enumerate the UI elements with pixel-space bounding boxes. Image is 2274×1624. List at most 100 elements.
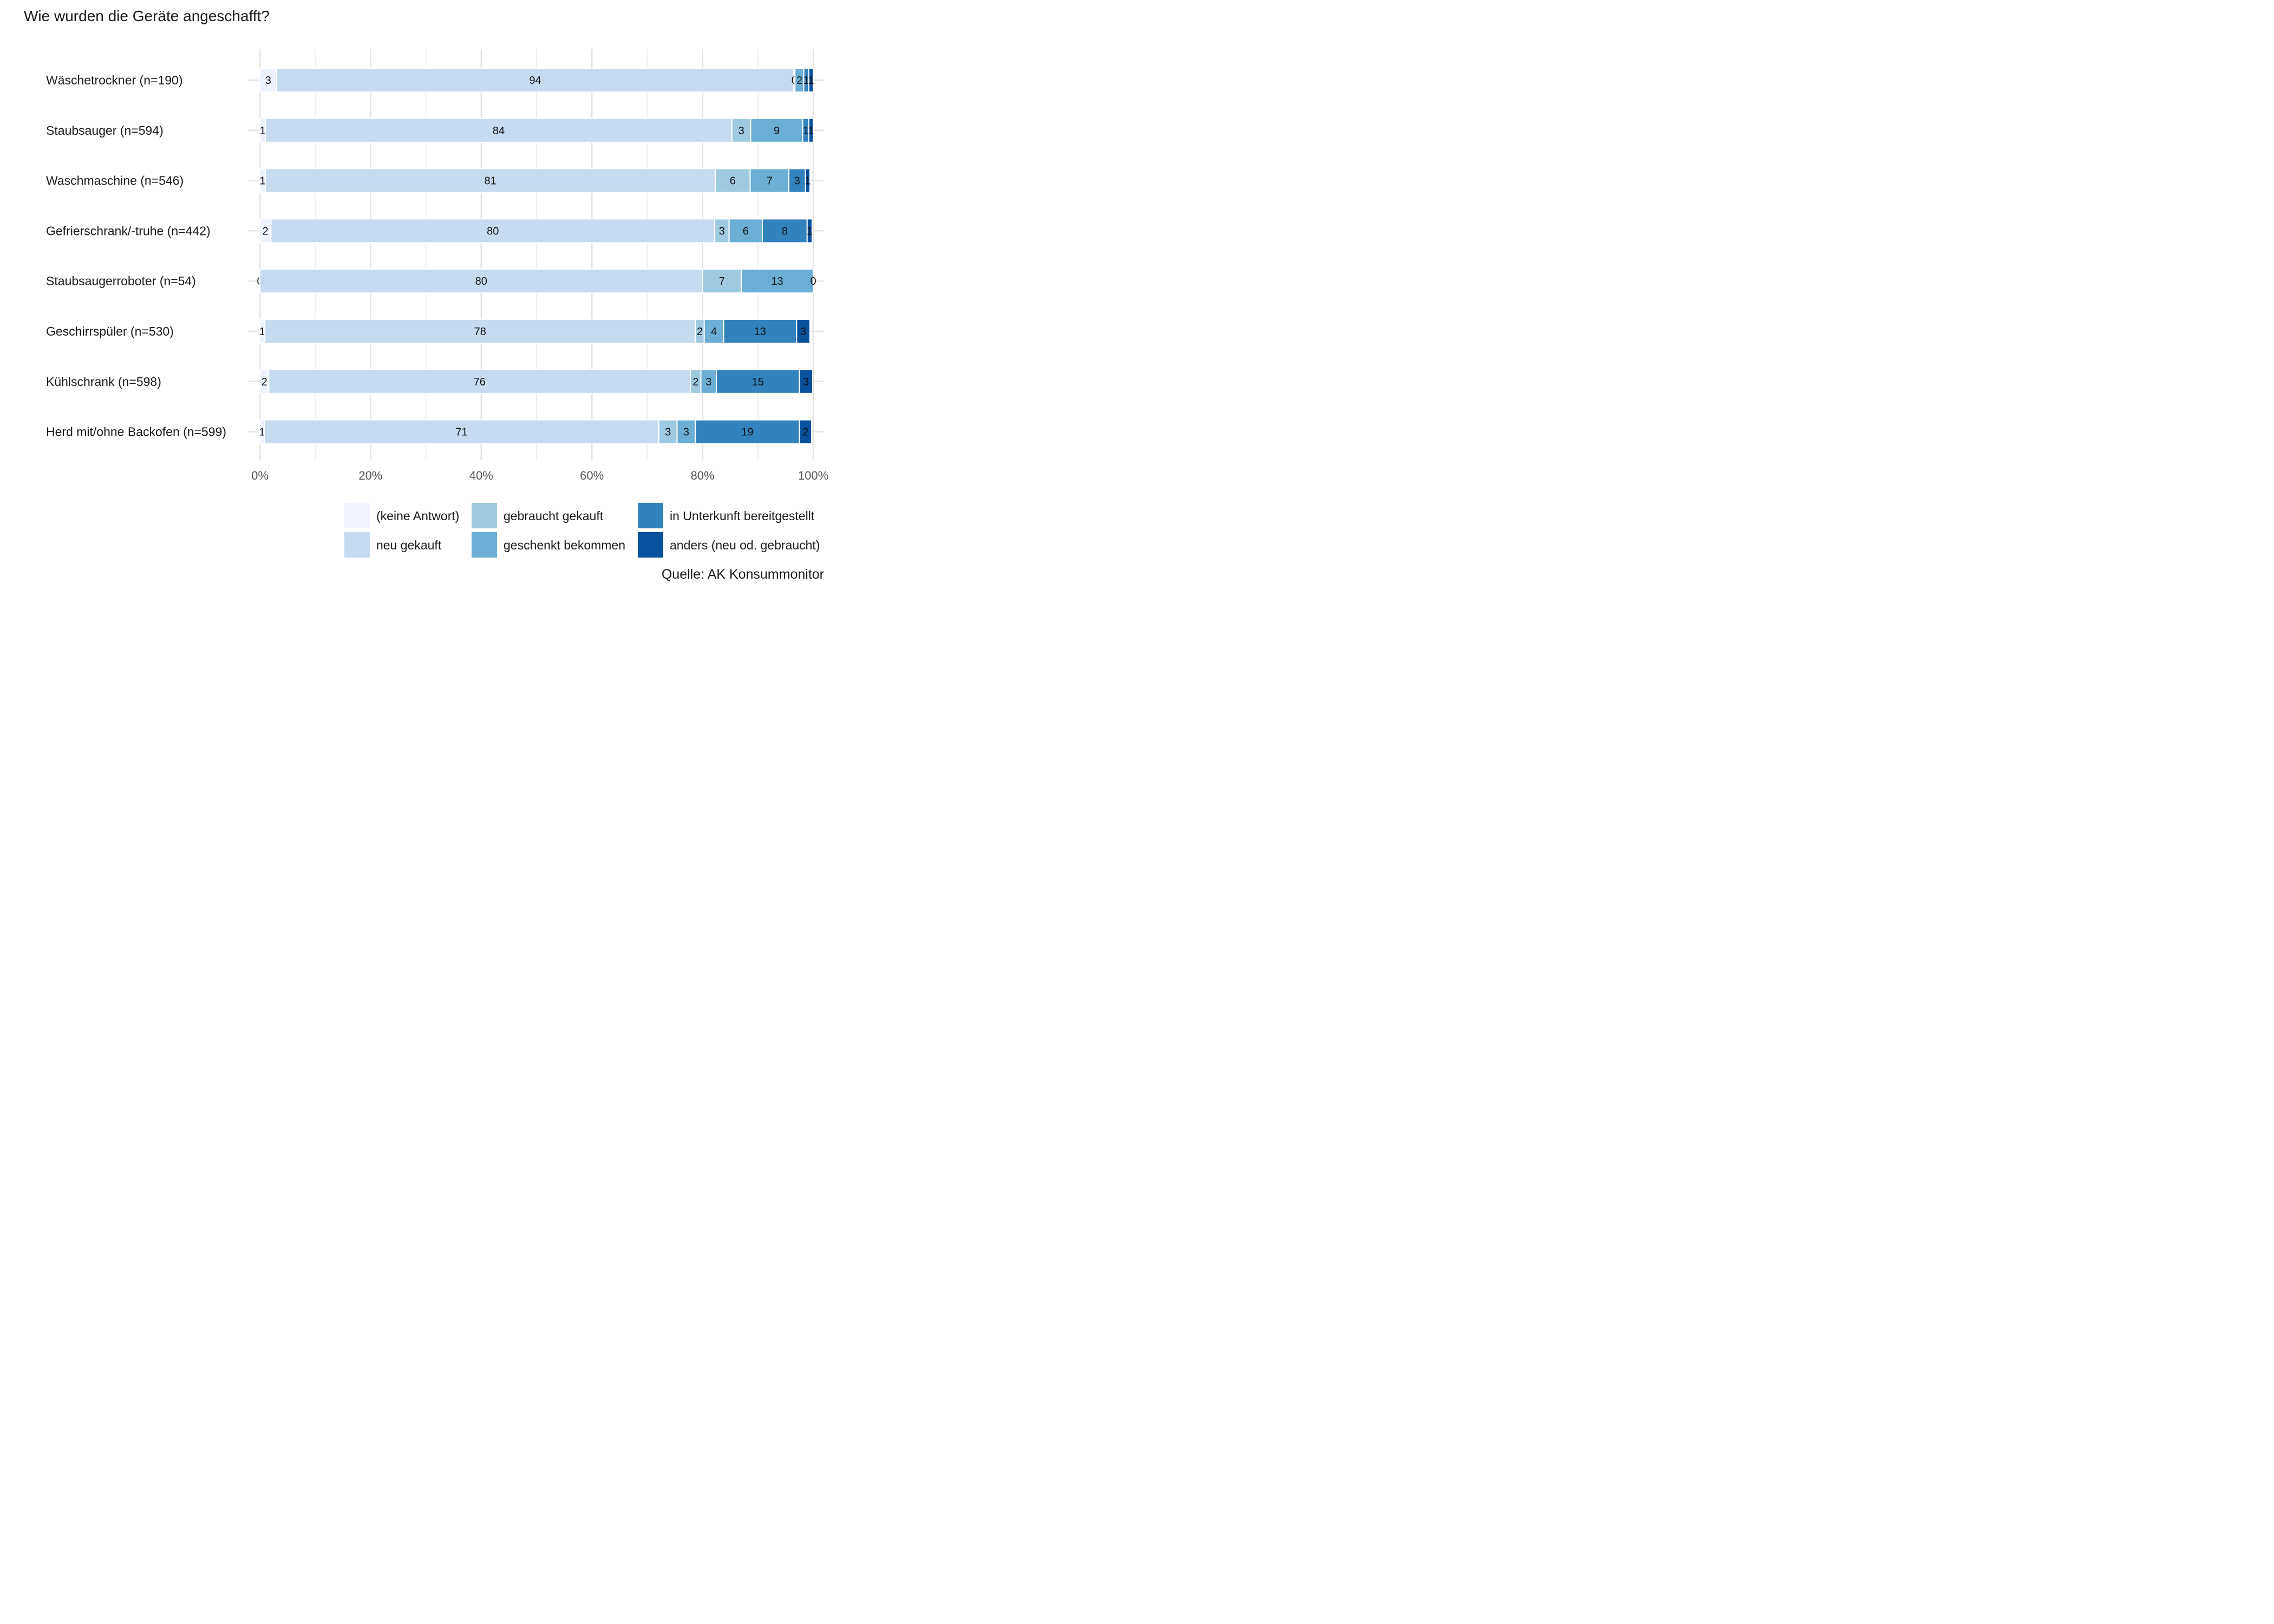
bar-segment xyxy=(714,218,730,244)
data-label: 6 xyxy=(743,225,749,237)
data-label: 3 xyxy=(739,125,744,137)
x-tick-label: 0% xyxy=(251,469,269,482)
data-label: 2 xyxy=(263,225,269,237)
data-label: 3 xyxy=(719,225,725,237)
legend-label: geschenkt bekommen xyxy=(504,538,625,552)
data-label: 2 xyxy=(802,427,808,438)
x-tick-label: 80% xyxy=(691,469,715,482)
data-label: 80 xyxy=(475,276,487,287)
data-label: 1 xyxy=(803,75,809,87)
legend-label: anders (neu od. gebraucht) xyxy=(670,538,820,552)
bar-row: 3 94 02 11 xyxy=(259,68,814,93)
bar-segment xyxy=(805,168,811,193)
data-label: 13 xyxy=(754,326,766,338)
data-label: 3 xyxy=(803,376,809,388)
stacked-bar-chart: Wie wurden die Geräte angeschafft? 3 94 02… xyxy=(24,8,828,582)
bar-row: 1 81 6 7 3 1 xyxy=(259,168,811,193)
bar-segment xyxy=(264,419,659,444)
legend-label: gebraucht gekauft xyxy=(504,509,604,523)
bar-segment xyxy=(700,369,717,394)
legend-item: gebraucht gekauft xyxy=(472,503,604,528)
data-label: 80 xyxy=(487,225,499,237)
category-label: Wäschetrockner (n=190) xyxy=(46,73,182,87)
bar-segment xyxy=(796,319,811,344)
legend-item: in Unterkunft bereitgestellt xyxy=(638,503,815,528)
category-label: Staubsaugerroboter (n=54) xyxy=(46,274,196,288)
category-label: Gefrierschrank/-truhe (n=442) xyxy=(46,224,211,238)
legend-item: geschenkt bekommen xyxy=(472,532,625,558)
bar-segment xyxy=(676,419,696,444)
legend-swatch xyxy=(472,532,497,558)
data-label: 3 xyxy=(800,326,806,338)
category-label: Staubsauger (n=594) xyxy=(46,123,164,137)
bar-segment xyxy=(270,218,716,244)
x-tick-label: 60% xyxy=(580,469,604,482)
bar-segment xyxy=(799,419,812,444)
data-label: 1 xyxy=(808,125,814,137)
bar-row: 1 84 3 9 11 xyxy=(259,117,814,143)
data-label: 76 xyxy=(474,376,486,388)
data-label: 84 xyxy=(493,125,505,137)
legend-swatch xyxy=(472,503,497,528)
data-label: 2 xyxy=(692,376,698,388)
bar-segment xyxy=(788,168,806,193)
data-label: 94 xyxy=(529,75,541,87)
x-tick-label: 20% xyxy=(358,469,382,482)
x-tick-label: 40% xyxy=(469,469,493,482)
bar-segment xyxy=(716,369,800,394)
data-label: 81 xyxy=(485,175,496,187)
bar-row: 2 80 3 6 8 1 xyxy=(259,218,813,244)
data-label: 9 xyxy=(774,125,780,137)
bar-segment xyxy=(723,319,798,344)
data-label: 3 xyxy=(665,427,671,438)
bars-layer: 3940211184391118167312803681080713017824… xyxy=(257,68,816,444)
x-axis: 0% 20% 40% 60% 80% 100% xyxy=(251,469,828,482)
data-label: 7 xyxy=(719,276,725,287)
bar-segment xyxy=(658,419,678,444)
bar-segment xyxy=(741,269,814,294)
category-label: Geschirrspüler (n=530) xyxy=(46,324,174,338)
bar-segment xyxy=(799,369,813,394)
legend-label: neu gekauft xyxy=(376,538,442,552)
bar-row: 1 78 2 4 13 3 xyxy=(259,319,811,344)
data-label: 71 xyxy=(455,427,467,438)
source-note: Quelle: AK Konsummonitor xyxy=(662,567,824,582)
category-label: Herd mit/ohne Backofen (n=599) xyxy=(46,425,226,439)
data-label: 15 xyxy=(752,376,764,388)
data-label: 1 xyxy=(260,125,266,137)
legend-item: anders (neu od. gebraucht) xyxy=(638,532,820,558)
bar-segment xyxy=(728,218,763,244)
data-label: 1 xyxy=(803,125,809,137)
bar-segment xyxy=(265,117,733,143)
category-label: Kühlschrank (n=598) xyxy=(46,375,161,389)
legend: (keine Antwort) neu gekauft gebraucht geka… xyxy=(344,503,820,558)
data-label: 1 xyxy=(260,175,266,187)
x-tick-label: 100% xyxy=(798,469,828,482)
data-label: 0 xyxy=(810,276,816,287)
data-label: 7 xyxy=(767,175,773,187)
data-label: 1 xyxy=(805,175,811,187)
chart-title: Wie wurden die Geräte angeschafft? xyxy=(24,8,270,24)
bar-row: 2 76 2 3 15 3 xyxy=(259,369,813,394)
legend-item: neu gekauft xyxy=(344,532,442,558)
category-label: Waschmaschine (n=546) xyxy=(46,174,184,188)
legend-label: in Unterkunft bereitgestellt xyxy=(670,509,815,523)
data-label: 1 xyxy=(808,75,814,87)
data-label: 3 xyxy=(794,175,800,187)
bar-segment xyxy=(276,68,795,93)
data-label: 2 xyxy=(697,326,703,338)
legend-swatch xyxy=(638,503,663,528)
data-label: 0 xyxy=(792,75,798,87)
data-label: 2 xyxy=(262,376,267,388)
bar-segment xyxy=(808,68,814,93)
bar-row: 1 71 3 3 19 2 xyxy=(259,419,812,444)
bar-segment xyxy=(265,168,716,193)
data-label: 2 xyxy=(796,75,802,87)
grid-layer xyxy=(248,49,824,460)
bar-segment xyxy=(259,68,277,93)
data-label: 4 xyxy=(711,326,717,338)
bar-segment xyxy=(715,168,751,193)
data-label: 19 xyxy=(741,427,753,438)
bar-segment xyxy=(808,117,814,143)
bar-row: 0807130 xyxy=(257,269,816,294)
